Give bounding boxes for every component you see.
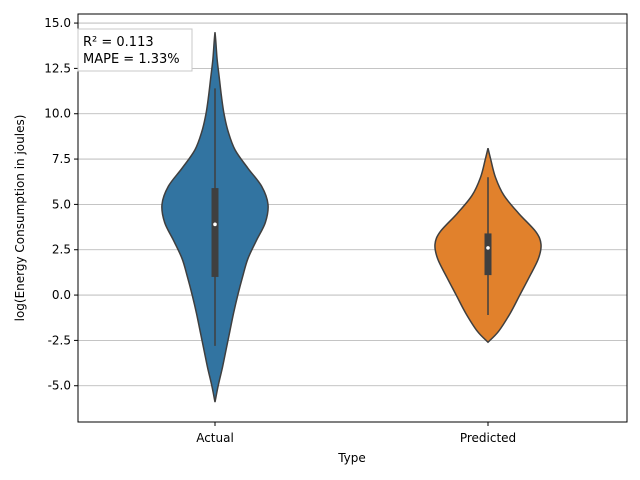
plot-frame <box>77 13 628 423</box>
x-axis-title: Type <box>337 451 366 465</box>
violins <box>161 32 542 403</box>
stat-mape: MAPE = 1.33% <box>83 52 180 67</box>
y-tick-label: 10.0 <box>44 107 71 121</box>
y-tick-label: 12.5 <box>44 61 71 75</box>
iqr-box-predicted <box>484 233 492 276</box>
y-tick-label: 5.0 <box>52 197 71 211</box>
y-axis-ticks: -5.0 -2.5 0.0 2.5 5.0 7.5 10.0 12.5 15.0 <box>44 16 78 393</box>
y-tick-label: 7.5 <box>52 152 71 166</box>
y-tick-label: -2.5 <box>48 333 71 347</box>
y-tick-label: 2.5 <box>52 243 71 257</box>
iqr-box-actual <box>211 188 219 277</box>
median-point-predicted <box>486 246 490 250</box>
x-axis-ticks: Actual Predicted <box>196 422 516 445</box>
y-axis-title: log(Energy Consumption in joules) <box>13 115 27 322</box>
x-tick-label: Actual <box>196 431 234 445</box>
stat-r2: R² = 0.113 <box>83 35 154 50</box>
stats-annotation: R² = 0.113 MAPE = 1.33% <box>77 28 193 72</box>
x-tick-label: Predicted <box>460 431 516 445</box>
y-tick-label: -5.0 <box>48 379 71 393</box>
stats-box <box>77 28 193 72</box>
median-point-actual <box>213 222 217 227</box>
y-tick-label: 15.0 <box>44 16 71 30</box>
gridlines <box>78 22 627 387</box>
y-tick-label: 0.0 <box>52 288 71 302</box>
